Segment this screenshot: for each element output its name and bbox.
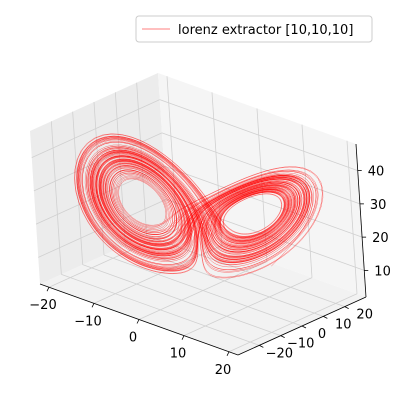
grid-line-z-wall [38,199,167,258]
grid-line-y-wall [93,101,105,256]
lorenz-series [74,133,324,279]
grid-line-z-back [159,99,358,171]
z-tick-label: 10 [374,264,391,279]
grid-line-y-floor [125,244,324,317]
y-tick-mark [344,306,349,310]
y-tick-label: −10 [287,337,314,352]
grid-line-y-floor [103,254,303,327]
y-tick-mark [280,335,285,339]
grid-line-z-back [163,165,363,238]
legend: lorenz extractor [10,10,10] [135,15,373,43]
x-tick-mark [181,335,185,340]
z-axis-line [355,143,367,298]
x-tick-label: 10 [170,347,187,362]
y-tick-label: 20 [356,308,373,323]
x-tick-label: 0 [129,331,137,346]
grid-line-y-wall [50,121,62,275]
y-tick-mark [301,325,307,329]
x-tick-label: −10 [74,314,101,329]
x-tick-label: 20 [215,363,232,378]
legend-box [135,15,373,43]
y-tick-label: −20 [266,346,293,361]
y-tick-label: 0 [318,327,326,342]
grid-line-y-floor [61,273,260,346]
x-tick-mark [46,287,50,292]
grid-line-y-floor [82,264,281,337]
grid-line-x-back [346,140,358,294]
z-tick-label: 30 [370,198,387,213]
z-tick-label: 40 [368,165,385,180]
x-tick-mark [91,303,95,308]
z-tick-label: 20 [372,231,389,246]
y-tick-label: 10 [335,317,352,332]
grid-line-z-back [161,132,361,205]
x-tick-label: −20 [29,298,56,313]
x-tick-mark [226,351,230,356]
x-tick-mark [136,319,140,324]
legend-label: lorenz extractor [10,10,10] [178,23,353,38]
lorenz-trajectory-line [74,133,324,279]
y-tick-mark [259,344,264,348]
grid-line-z-wall [31,99,160,158]
y-tick-mark [323,315,328,319]
